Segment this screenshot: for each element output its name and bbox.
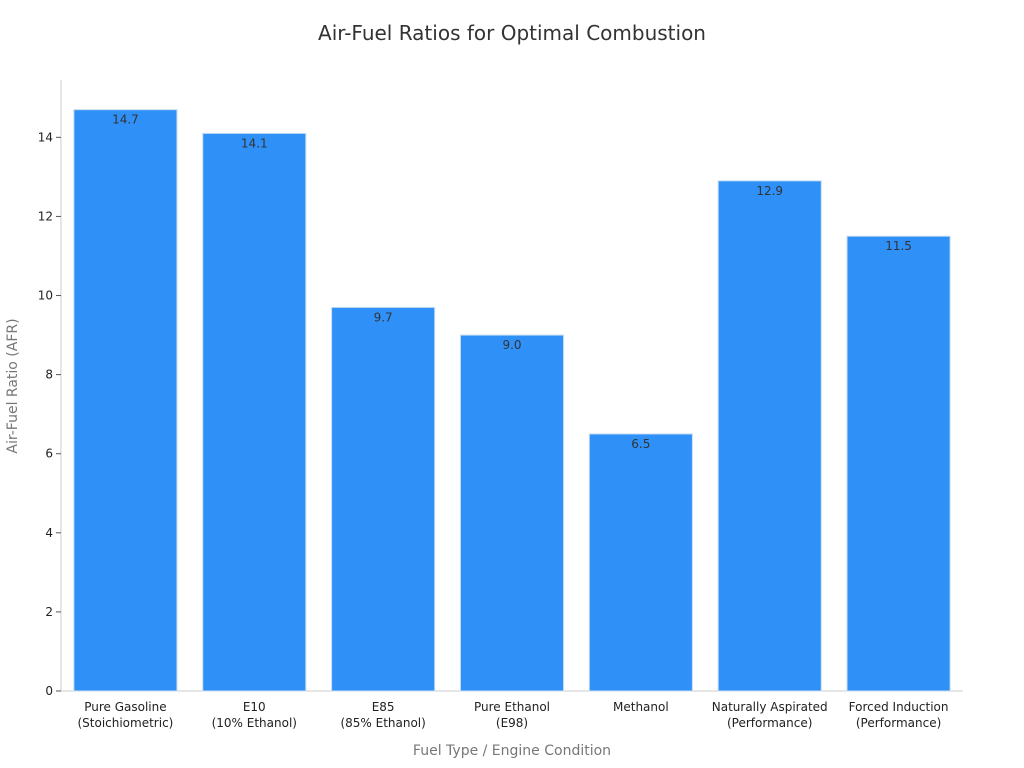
- y-tick-label: 2: [45, 605, 53, 619]
- data-label: 9.7: [374, 310, 393, 324]
- x-tick-label: Forced Induction (Performance): [849, 700, 949, 730]
- x-tick-label: E10 (10% Ethanol): [212, 700, 297, 730]
- data-label: 12.9: [756, 184, 783, 198]
- x-tick-label: Pure Ethanol (E98): [474, 700, 550, 730]
- data-label: 9.0: [502, 338, 521, 352]
- x-tick-label: Methanol: [613, 700, 669, 714]
- y-tick-label: 0: [45, 684, 53, 698]
- bar: [331, 306, 436, 692]
- bar: [588, 433, 693, 692]
- y-tick-label: 6: [45, 447, 53, 461]
- data-label: 14.7: [112, 113, 139, 127]
- bar: [202, 132, 307, 692]
- y-tick-label: 12: [38, 209, 53, 223]
- y-tick-label: 4: [45, 526, 53, 540]
- data-label: 6.5: [631, 437, 650, 451]
- x-tick-label: Naturally Aspirated (Performance): [712, 700, 828, 730]
- y-tick-label: 8: [45, 368, 53, 382]
- y-tick-label: 14: [38, 130, 53, 144]
- bar: [846, 235, 951, 692]
- bar: [73, 109, 178, 692]
- x-tick-label: E85 (85% Ethanol): [340, 700, 425, 730]
- x-tick-label: Pure Gasoline (Stoichiometric): [77, 700, 173, 730]
- x-axis-label: Fuel Type / Engine Condition: [413, 743, 611, 759]
- y-tick-label: 10: [38, 289, 53, 303]
- data-label: 14.1: [241, 136, 268, 150]
- bar: [459, 334, 565, 692]
- y-axis-label: Air-Fuel Ratio (AFR): [5, 318, 21, 453]
- bar: [717, 180, 822, 692]
- chart-title: Air-Fuel Ratios for Optimal Combustion: [318, 21, 706, 45]
- plot-area: 0 2 4 6 8 10 12 14 14.7 Pure Gasoline (Stoichiomet…: [38, 80, 963, 730]
- data-label: 11.5: [885, 239, 912, 253]
